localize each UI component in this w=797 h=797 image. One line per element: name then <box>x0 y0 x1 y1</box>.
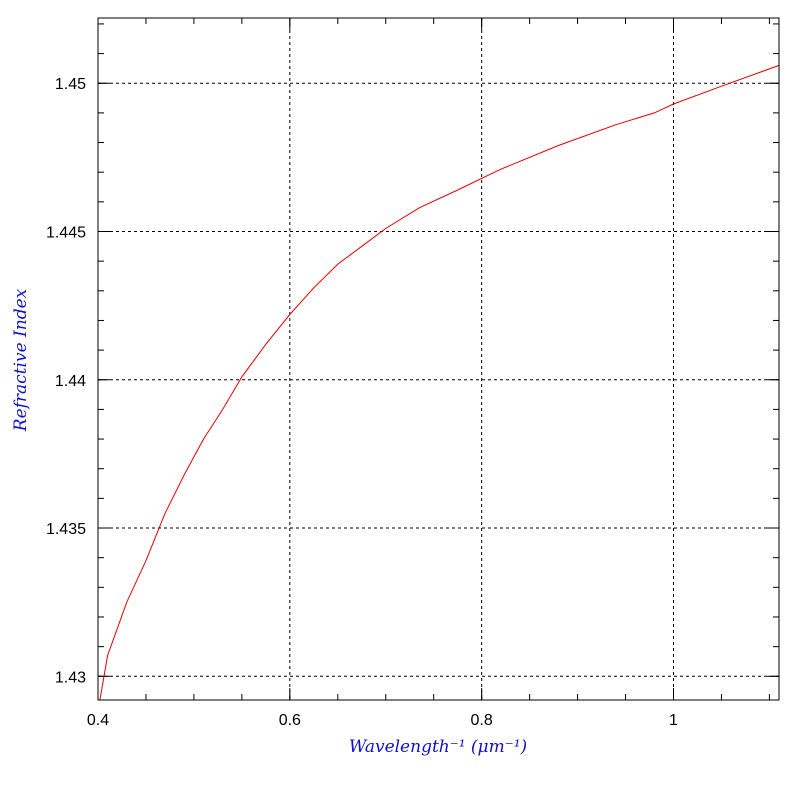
refractive-index-series-line <box>99 64 780 701</box>
x-tick-label: 0.6 <box>279 712 301 729</box>
data-series <box>99 64 780 701</box>
y-tick-label: 1.45 <box>55 76 86 93</box>
x-tick-label: 0.4 <box>87 712 109 729</box>
y-tick-label: 1.445 <box>46 224 86 241</box>
y-tick-label: 1.44 <box>55 373 86 390</box>
x-axis-title: Wavelength⁻¹ (μm⁻¹) <box>349 737 527 757</box>
plot-area-frame <box>97 17 780 701</box>
y-tick-label: 1.43 <box>55 669 86 686</box>
y-tick-label: 1.435 <box>46 521 86 538</box>
y-axis-title: Refractive Index <box>11 288 31 432</box>
x-tick-labels: 0.4 0.6 0.8 1 <box>87 712 678 729</box>
x-tick-label: 1 <box>669 712 678 729</box>
y-tick-labels: 1.43 1.435 1.44 1.445 1.45 <box>46 76 86 686</box>
x-tick-label: 0.8 <box>471 712 493 729</box>
axis-ticks <box>97 18 779 700</box>
grid-lines <box>98 18 779 700</box>
